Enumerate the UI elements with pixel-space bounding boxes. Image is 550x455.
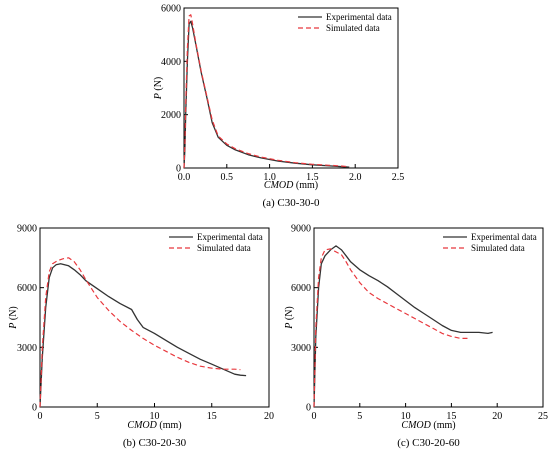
series-line-simulated <box>183 14 350 169</box>
series-line-experimental <box>39 263 247 408</box>
legend-label-simulated: Simulated data <box>326 23 380 33</box>
y-tick-label: 4000 <box>161 57 181 68</box>
x-tick-label: 5 <box>357 411 362 422</box>
x-axis-label: CMOD (mm) <box>127 420 181 431</box>
chart-panel-2: 0 5 10 15 20 0 3000 6000 9000 CMOD (mm) P (N) Exper… <box>8 224 274 450</box>
series-line-simulated <box>313 248 470 408</box>
x-tick-label: 0.5 <box>221 172 234 183</box>
plot-frame <box>183 7 399 169</box>
chart-caption: (b) C30-20-30 <box>123 437 187 449</box>
chart-caption: (c) C30-20-60 <box>397 437 460 449</box>
x-axis-label: CMOD (mm) <box>264 180 318 191</box>
x-tick-label: 2.0 <box>349 172 362 183</box>
x-axis-label: CMOD (mm) <box>401 420 455 431</box>
legend-label-experimental: Experimental data <box>326 12 392 22</box>
legend-label-simulated: Simulated data <box>471 243 525 253</box>
chart-panel-3: 0 5 10 15 20 25 0 3000 6000 9000 CMOD (mm) P (N) Exp… <box>284 224 548 450</box>
chart-caption: (a) C30-30-0 <box>262 197 320 209</box>
y-tick-label: 0 <box>176 164 181 175</box>
legend-label-simulated: Simulated data <box>197 243 251 253</box>
y-tick-label: 0 <box>32 403 37 414</box>
x-tick-label: 20 <box>264 411 274 422</box>
y-tick-label: 6000 <box>17 283 37 294</box>
x-tick-label: 20 <box>492 411 502 422</box>
x-tick-label: 25 <box>538 411 548 422</box>
x-tick-label: 1.5 <box>306 172 319 183</box>
x-tick-label: 10 <box>150 411 160 422</box>
x-tick-label: 10 <box>401 411 411 422</box>
legend-label-experimental: Experimental data <box>197 232 263 242</box>
legend-label-experimental: Experimental data <box>471 232 537 242</box>
y-axis-label: P (N) <box>8 306 19 330</box>
x-tick-label: 0.0 <box>178 172 191 183</box>
y-tick-label: 3000 <box>291 343 311 354</box>
plot-frame <box>39 227 270 408</box>
y-tick-label: 0 <box>306 403 311 414</box>
x-tick-label: 15 <box>446 411 456 422</box>
y-axis-label: P (N) <box>284 306 295 330</box>
y-tick-label: 9000 <box>17 224 37 235</box>
y-axis-label: P (N) <box>153 77 164 101</box>
series-line-experimental <box>183 20 350 169</box>
x-tick-label: 5 <box>95 411 100 422</box>
y-tick-label: 9000 <box>291 224 311 235</box>
x-tick-label: 1.0 <box>263 172 276 183</box>
x-tick-label: 0 <box>38 411 43 422</box>
y-tick-label: 6000 <box>291 283 311 294</box>
x-tick-label: 2.5 <box>392 172 405 183</box>
x-tick-label: 0 <box>312 411 317 422</box>
chart-panel-1: 0.0 0.5 1.0 1.5 2.0 2.5 0 2000 4000 6000 CMOD (mm)… <box>153 4 404 210</box>
x-tick-label: 15 <box>207 411 217 422</box>
plot-frame <box>313 227 544 408</box>
series-line-experimental <box>313 245 493 408</box>
series-line-simulated <box>39 257 241 408</box>
y-tick-label: 3000 <box>17 343 37 354</box>
y-tick-label: 6000 <box>161 4 181 15</box>
y-tick-label: 2000 <box>161 110 181 121</box>
